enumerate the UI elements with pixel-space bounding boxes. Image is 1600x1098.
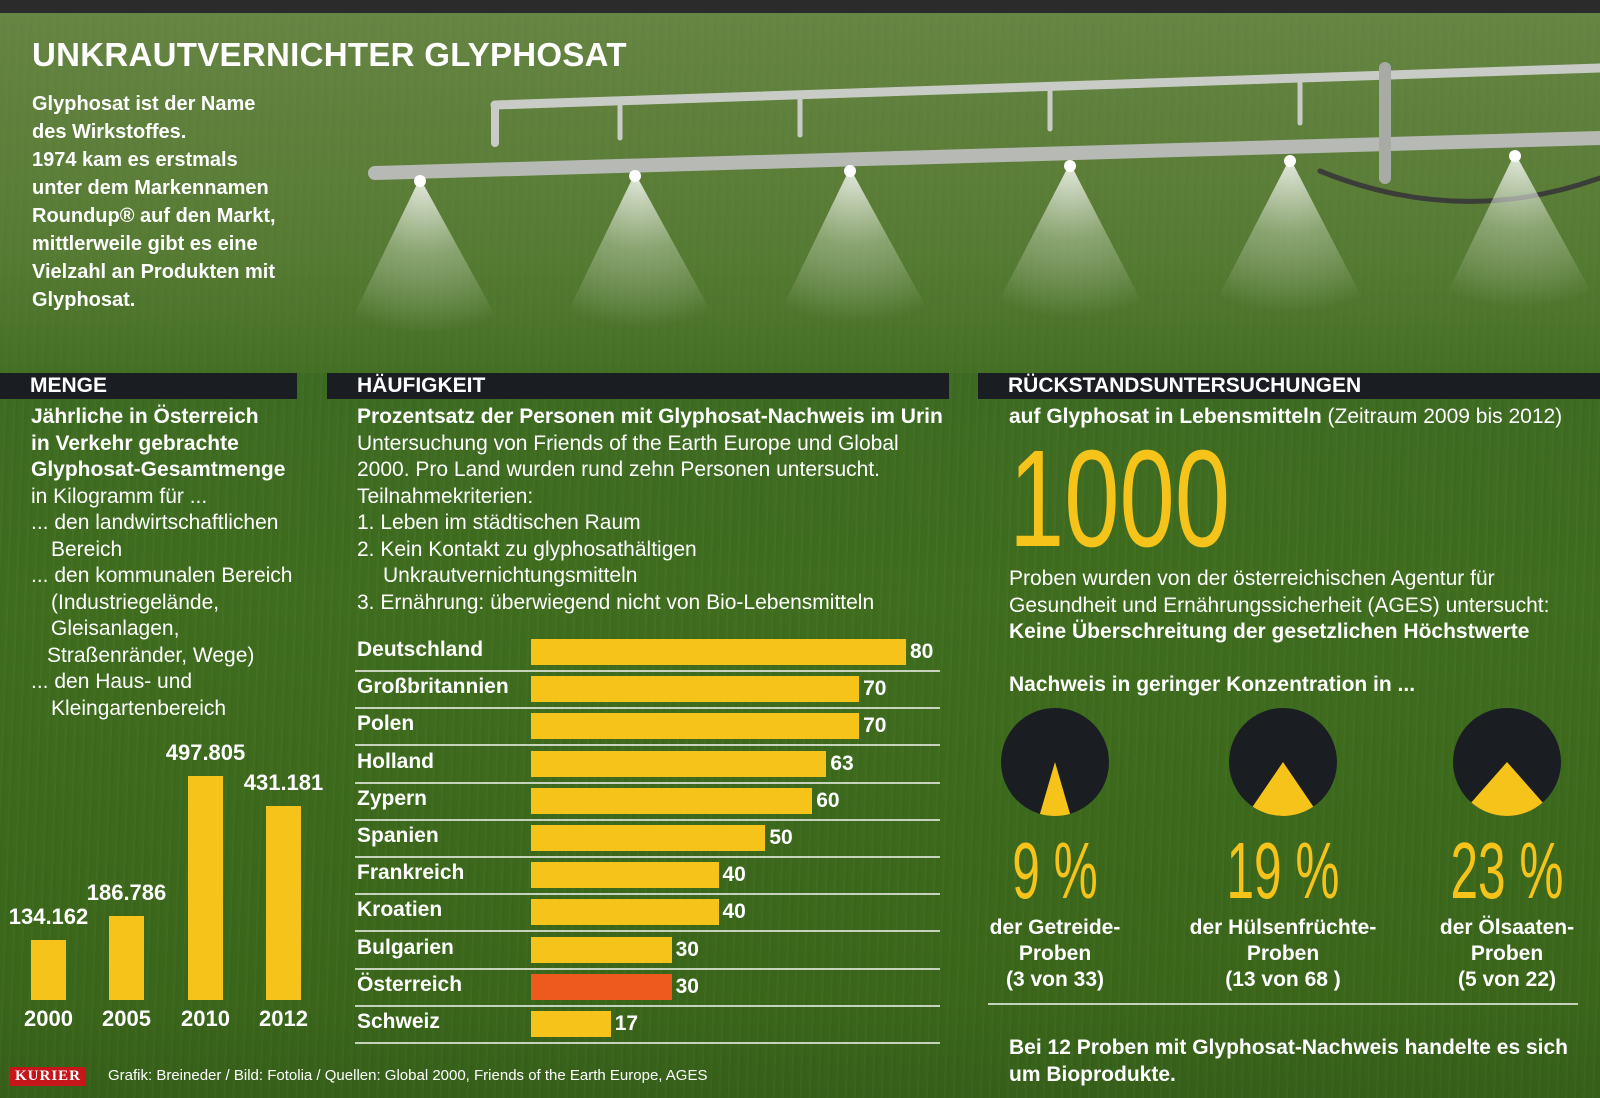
menge-bar [266,805,301,1000]
pie-percentage: 23 % [1450,826,1564,915]
country-value: 50 [769,826,793,849]
country-bar [531,713,860,740]
country-value: 70 [863,714,887,738]
row-divider [355,893,940,896]
row-divider [355,818,940,821]
rueckstand-description: Proben wurden von der österreichischen A… [1009,567,1550,643]
rueckstand-subtitle: auf Glyphosat in Lebensmitteln (Zeitraum… [1009,405,1563,428]
menge-heading: MENGE [0,373,297,399]
pie-chart [1229,708,1337,816]
haeufigkeit-heading: HÄUFIGKEIT [327,373,949,399]
pie-percentage: 9 % [1012,826,1098,915]
country-label: Deutschland [357,638,484,661]
row-divider [355,707,940,710]
country-bar [531,936,672,963]
rueckstand-heading: RÜCKSTANDSUNTERSUCHUNGEN [978,373,1600,399]
country-bar [531,973,672,1000]
row-divider [355,781,940,784]
country-bar [531,825,766,851]
kurier-logo: KURIER [10,1067,87,1086]
country-label: Spanien [357,824,439,847]
country-value: 60 [816,788,840,812]
haeufigkeit-description: Prozentsatz der Personen mit Glyphosat-N… [357,405,943,614]
row-divider [355,856,940,858]
pie-caption: der Ölsaaten- Proben (5 von 22) [1397,915,1600,993]
menge-year-label: 2010 [181,1006,230,1031]
country-value: 63 [830,751,854,775]
intro-text: Glyphosat ist der Name des Wirkstoffes. … [32,93,276,311]
country-label: Österreich [357,972,463,996]
country-bar [531,899,719,926]
bioprodukte-note: Bei 12 Proben mit Glyphosat-Nachweis han… [1009,1036,1569,1086]
pie-caption: der Getreide- Proben (3 von 33) [945,915,1165,993]
country-value: 17 [614,1012,639,1035]
spray-cones [345,153,1600,333]
menge-bar [109,915,144,1000]
sprayer-illustration [0,13,1600,373]
menge-year-label: 2000 [24,1006,73,1031]
country-label: Frankreich [357,861,465,885]
country-bar [531,750,827,777]
menge-bar [188,775,223,1000]
country-bar [531,787,813,814]
pie-slice [1252,762,1314,816]
country-label: Großbritannien [357,675,509,699]
country-bar [531,639,906,665]
country-label: Kroatien [357,898,443,922]
country-value: 70 [863,677,887,701]
country-bar [531,676,860,703]
nachweis-heading: Nachweis in geringer Konzentration in ..… [1009,673,1416,696]
menge-year-label: 2012 [259,1006,308,1031]
pie-caption-line: der Hülsenfrüchte- [1189,916,1377,939]
pie-caption: der Hülsenfrüchte- Proben (13 von 68 ) [1173,915,1393,993]
pie-chart [1453,708,1561,817]
menge-description: Jährliche in Österreich in Verkehr gebra… [31,405,293,720]
menge-value-label: 134.162 [8,903,89,929]
country-label: Bulgarien [357,935,454,959]
row-divider [355,930,940,933]
pie-caption-line: Proben [1470,942,1544,965]
row-divider [355,670,940,672]
pie-caption-line: Proben [1018,942,1092,965]
country-value: 30 [675,974,699,998]
row-divider [355,744,940,747]
pie-caption-line: (13 von 68 ) [1225,968,1341,991]
top-bar [0,0,1600,13]
pie-caption-line: der Ölsaaten- [1439,916,1575,939]
pie-slice [1039,762,1071,817]
menge-bar [31,939,66,1000]
page-title: UNKRAUTVERNICHTER GLYPHOSAT [32,36,627,73]
country-value: 30 [675,937,699,961]
menge-value-label: 431.181 [243,769,324,795]
country-value: 80 [910,640,934,663]
menge-value-label: 186.786 [86,879,167,905]
menge-year-label: 2005 [102,1006,151,1031]
pie-caption-line: Proben [1246,942,1320,965]
big-number: 1000 [1009,422,1231,576]
country-label: Schweiz [357,1010,440,1033]
pie-caption-line: (5 von 22) [1457,968,1557,991]
sprayer-boom [368,62,1600,204]
menge-value-label: 497.805 [165,739,246,765]
country-value: 40 [722,900,746,924]
country-label: Polen [357,712,415,736]
row-divider [355,967,940,970]
pie-slice [1471,762,1543,817]
row-divider [355,1042,940,1044]
country-label: Holland [357,749,434,773]
pie-chart [1001,708,1109,817]
credits: Grafik: Breineder / Bild: Fotolia / Quel… [108,1067,708,1084]
country-bar [531,862,719,889]
country-label: Zypern [357,786,428,810]
divider [988,1003,1578,1005]
country-bar [531,1011,611,1037]
pie-percentage: 19 % [1226,826,1340,915]
row-divider [355,1004,940,1007]
pie-caption-line: (3 von 33) [1005,968,1105,991]
country-value: 40 [722,863,746,887]
pie-caption-line: der Getreide- [989,916,1121,939]
